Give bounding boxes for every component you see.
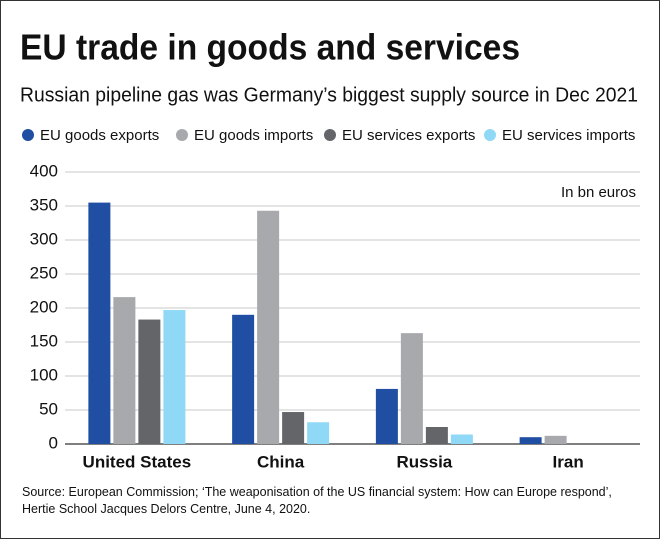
bar: [450, 434, 473, 444]
bar: [425, 427, 448, 444]
bar: [232, 314, 255, 444]
bar: [544, 435, 567, 444]
legend-swatch: [22, 129, 34, 141]
bar: [113, 297, 136, 444]
y-tick-label: 100: [30, 365, 58, 384]
x-tick-label: Iran: [553, 452, 584, 471]
bar: [519, 437, 542, 444]
bar: [163, 310, 186, 444]
x-tick-label: United States: [83, 452, 192, 471]
y-tick-label: 400: [30, 161, 58, 180]
source-note: Source: European Commission; ‘The weapon…: [22, 485, 612, 516]
legend-label: EU goods imports: [194, 127, 313, 144]
y-tick-label: 0: [49, 433, 58, 452]
y-tick-label: 50: [39, 399, 58, 418]
y-tick-label: 200: [30, 297, 58, 316]
bar: [257, 210, 280, 444]
bar: [282, 412, 305, 444]
legend-swatch: [484, 129, 496, 141]
legend-swatch: [176, 129, 188, 141]
bar: [375, 388, 398, 444]
x-tick-label: China: [257, 452, 305, 471]
unit-note: In bn euros: [561, 184, 636, 201]
legend-swatch: [324, 129, 336, 141]
legend-label: EU services exports: [342, 127, 475, 144]
legend-label: EU services imports: [502, 127, 635, 144]
chart-subtitle: Russian pipeline gas was Germany’s bigge…: [20, 84, 638, 106]
bar: [138, 319, 161, 444]
y-tick-label: 350: [30, 195, 58, 214]
bar: [307, 422, 330, 444]
legend-label: EU goods exports: [40, 127, 159, 144]
y-tick-label: 150: [30, 331, 58, 350]
x-tick-label: Russia: [397, 452, 453, 471]
y-tick-label: 250: [30, 263, 58, 282]
bar: [400, 333, 423, 444]
bar: [88, 202, 111, 444]
chart-title: EU trade in goods and services: [20, 27, 520, 68]
y-tick-label: 300: [30, 229, 58, 248]
